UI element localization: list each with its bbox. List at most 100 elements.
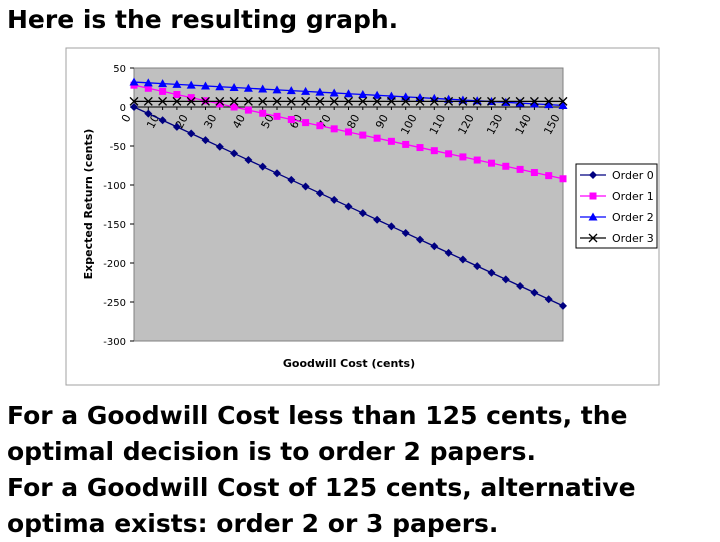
data-point xyxy=(386,96,396,106)
data-point xyxy=(286,86,296,95)
data-point xyxy=(529,96,539,106)
data-point xyxy=(186,80,196,89)
data-point xyxy=(589,192,597,200)
data-point xyxy=(358,96,368,106)
data-point xyxy=(530,288,539,297)
y-tick-label: -200 xyxy=(103,259,126,270)
data-point xyxy=(258,162,267,171)
data-point xyxy=(430,147,438,155)
x-tick-label: 50 xyxy=(259,112,277,130)
data-point-stroke xyxy=(515,96,525,106)
data-point xyxy=(515,96,525,106)
x-tick-label: 30 xyxy=(201,112,219,130)
data-point xyxy=(344,202,353,211)
data-point-stroke xyxy=(215,96,225,106)
data-point-stroke xyxy=(444,96,454,106)
legend-label: Order 3 xyxy=(612,232,654,245)
data-point-stroke xyxy=(286,96,296,106)
data-point xyxy=(201,136,210,145)
conclusion-line: For a Goodwill Cost less than 125 cents,… xyxy=(7,401,628,430)
data-point xyxy=(215,82,225,91)
legend-label: Order 1 xyxy=(612,190,654,203)
data-point xyxy=(473,156,481,164)
data-point xyxy=(501,96,511,106)
data-point xyxy=(144,109,153,118)
data-point xyxy=(444,94,454,103)
data-point xyxy=(315,87,325,96)
data-point xyxy=(502,162,510,170)
data-point xyxy=(529,99,539,108)
data-point xyxy=(215,142,224,151)
data-point xyxy=(559,301,567,310)
data-point xyxy=(501,275,510,284)
data-point xyxy=(544,295,553,304)
data-point xyxy=(287,115,295,123)
data-point xyxy=(558,96,568,106)
legend-entry: Order 2 xyxy=(580,211,654,224)
legend: Order 0 Order 1 Order 2 Order 3 xyxy=(575,163,658,249)
data-point-stroke xyxy=(172,96,182,106)
conclusion-paragraph-2: For a Goodwill Cost of 125 cents, altern… xyxy=(7,470,636,542)
data-point xyxy=(516,282,525,291)
data-point xyxy=(244,156,253,165)
data-point xyxy=(588,233,598,243)
data-point-stroke xyxy=(143,96,153,106)
data-point xyxy=(415,96,425,106)
data-point xyxy=(372,90,382,99)
data-point xyxy=(130,103,138,111)
x-tick-label: 90 xyxy=(373,112,391,130)
data-point xyxy=(530,169,538,177)
data-point xyxy=(143,78,153,87)
data-point xyxy=(488,159,495,167)
data-point xyxy=(144,84,152,92)
legend-label: Order 2 xyxy=(612,211,654,224)
data-point xyxy=(329,88,339,97)
data-point xyxy=(444,248,453,257)
data-point xyxy=(359,131,367,139)
data-point xyxy=(373,215,382,224)
data-point xyxy=(459,153,467,161)
data-point xyxy=(387,137,395,145)
data-point xyxy=(458,255,467,264)
data-point xyxy=(386,91,396,100)
data-point-stroke xyxy=(315,96,325,106)
data-point xyxy=(129,96,139,106)
data-point xyxy=(588,212,598,221)
data-point xyxy=(445,150,453,158)
data-point xyxy=(243,83,253,92)
data-point xyxy=(430,242,439,251)
data-point-stroke xyxy=(243,96,253,106)
data-point-stroke xyxy=(129,96,139,106)
conclusion-line: optima exists: order 2 or 3 papers. xyxy=(7,509,499,538)
legend-entry: Order 0 xyxy=(580,169,654,182)
data-point-stroke xyxy=(344,96,353,106)
data-point xyxy=(401,228,410,237)
data-point-stroke xyxy=(415,96,425,106)
y-tick-label: -150 xyxy=(103,220,126,231)
conclusion-line: For a Goodwill Cost of 125 cents, altern… xyxy=(7,473,636,502)
series-layer xyxy=(129,77,568,310)
data-point xyxy=(172,96,182,106)
data-point xyxy=(230,103,238,111)
y-tick-label: -100 xyxy=(103,181,126,192)
data-point xyxy=(329,96,339,106)
data-point-stroke xyxy=(544,96,554,106)
data-point xyxy=(259,109,267,117)
data-point-stroke xyxy=(229,96,239,106)
x-axis-label: Goodwill Cost (cents) xyxy=(283,357,415,370)
data-point xyxy=(429,96,439,106)
data-point-stroke xyxy=(358,96,368,106)
data-point xyxy=(515,98,525,107)
data-point xyxy=(201,81,210,90)
data-point-stroke xyxy=(487,96,496,106)
data-point xyxy=(244,106,252,114)
data-point-stroke xyxy=(501,96,511,106)
data-point-stroke xyxy=(472,96,482,106)
legend-label: Order 0 xyxy=(612,169,654,182)
data-point xyxy=(159,87,167,95)
data-point xyxy=(172,122,181,131)
data-point-stroke xyxy=(201,96,210,106)
data-point xyxy=(544,96,554,106)
data-point xyxy=(516,165,524,173)
